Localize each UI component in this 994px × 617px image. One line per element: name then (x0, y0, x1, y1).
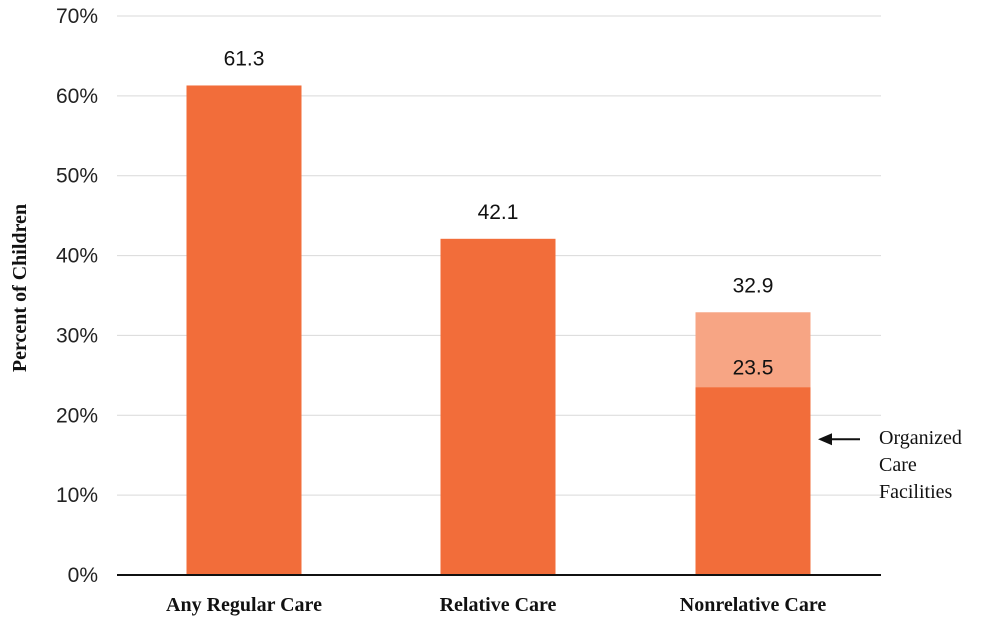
annotation-text-line: Organized (879, 427, 962, 449)
bar-sub-value-label: 23.5 (733, 356, 774, 379)
annotation-text-line: Facilities (879, 481, 953, 503)
x-category-label: Any Regular Care (166, 594, 322, 616)
y-tick-label: 70% (56, 5, 98, 28)
bar-value-label: 32.9 (733, 274, 774, 297)
y-axis-title: Percent of Children (9, 204, 31, 372)
bar-organized-care (695, 387, 811, 575)
y-axis-ticks: 0% 10% 20% 30% 40% 50% 60% 70% (56, 5, 98, 587)
bar (440, 238, 556, 575)
y-tick-label: 20% (56, 404, 98, 427)
value-labels: 61.3 42.1 23.5 32.9 (224, 47, 774, 379)
x-category-label: Nonrelative Care (680, 594, 827, 616)
y-tick-label: 0% (68, 564, 98, 587)
annotation: Organized Care Facilities (818, 427, 962, 503)
y-tick-label: 60% (56, 85, 98, 108)
bar (186, 85, 302, 576)
annotation-text-line: Care (879, 454, 917, 476)
y-tick-label: 50% (56, 165, 98, 188)
x-axis-categories: Any Regular Care Relative Care Nonrelative… (166, 594, 826, 616)
x-category-label: Relative Care (440, 594, 557, 616)
bar-value-label: 42.1 (478, 201, 519, 224)
bar-value-label: 61.3 (224, 47, 265, 70)
bars (186, 85, 811, 576)
y-tick-label: 30% (56, 324, 98, 347)
y-tick-label: 40% (56, 245, 98, 268)
y-tick-label: 10% (56, 484, 98, 507)
annotation-arrow-head (818, 433, 832, 446)
